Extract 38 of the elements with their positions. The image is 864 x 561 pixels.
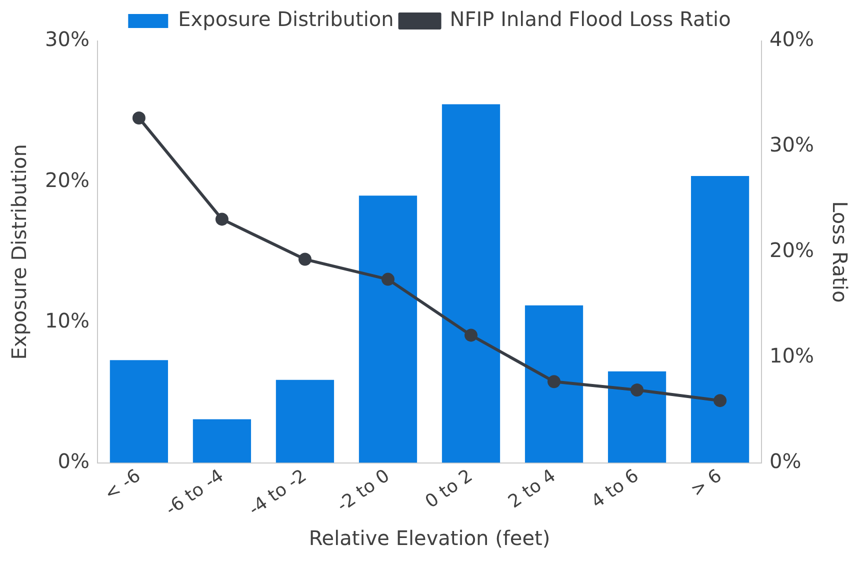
x-tick-label: > 6 [687, 465, 726, 502]
legend-label: Exposure Distribution [178, 7, 394, 32]
point [215, 212, 228, 226]
x-tick-label: 4 to 6 [588, 465, 643, 513]
y2-axis-title: Loss Ratio [828, 201, 852, 303]
point [464, 328, 478, 342]
point [298, 252, 312, 266]
bar [442, 104, 500, 463]
bar [110, 360, 168, 463]
y2-tick-label: 0% [770, 448, 802, 473]
legend-label: NFIP Inland Flood Loss Ratio [450, 7, 731, 32]
bar [276, 380, 334, 463]
bar [192, 419, 252, 463]
point [381, 272, 394, 286]
y-tick-label: 10% [45, 308, 90, 332]
bar [690, 176, 750, 463]
y2-tick-label: 10% [770, 344, 814, 368]
x-tick-label: 2 to 4 [504, 465, 560, 513]
point [132, 111, 146, 124]
bar [608, 371, 666, 463]
x-tick-label: 0 to 2 [422, 465, 477, 513]
point [548, 375, 561, 388]
y2-tick-label: 40% [770, 27, 814, 52]
x-tick-label: < -6 [100, 465, 145, 505]
y-axis-title: Exposure Distribution [7, 144, 32, 360]
point [630, 384, 644, 397]
x-tick-label: -6 to -4 [162, 465, 228, 520]
y-tick-label: 30% [45, 27, 90, 52]
x-axis-title: Relative Elevation (feet) [308, 526, 550, 550]
x-tick-label: -4 to -2 [244, 465, 311, 520]
y2-tick-label: 30% [770, 132, 814, 157]
point [714, 394, 727, 408]
x-tick-label: -2 to 0 [333, 465, 394, 516]
y-tick-label: 20% [45, 168, 90, 192]
y-tick-label: 0% [58, 448, 90, 473]
bar [524, 305, 584, 463]
bar [358, 196, 418, 463]
y2-tick-label: 20% [770, 238, 814, 262]
